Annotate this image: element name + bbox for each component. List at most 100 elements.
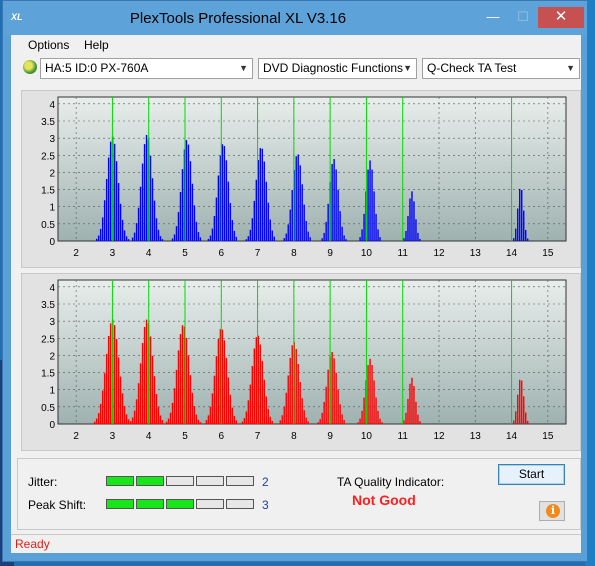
drive-select[interactable]: HA:5 ID:0 PX-760A ▼	[40, 58, 253, 79]
title-bar[interactable]: XL PlexTools Professional XL V3.16 — ☐ ✕	[3, 1, 587, 35]
bar	[133, 410, 136, 424]
bar	[519, 379, 521, 424]
bar	[219, 155, 222, 241]
bar	[125, 236, 128, 241]
bar	[413, 386, 415, 424]
bar	[187, 144, 190, 241]
bar	[173, 388, 176, 424]
x-tick-label: 7	[255, 248, 261, 259]
bar	[229, 394, 232, 424]
bar	[373, 380, 375, 424]
function-select[interactable]: DVD Diagnostic Functions ▼	[258, 58, 417, 79]
bar	[363, 397, 365, 424]
bar	[103, 373, 106, 424]
y-tick-label: 1	[49, 203, 55, 214]
bar	[291, 189, 293, 241]
bar	[517, 394, 519, 424]
bar	[291, 345, 293, 424]
bar	[255, 337, 258, 424]
land-chart: 0 0.5 1 1.5 2 2.5 3 3.5 4 2 3 4 5 6 7 8 9 10 11 12 13 14 15	[41, 96, 567, 259]
x-tick-label: 15	[542, 248, 554, 259]
land-chart-panel: 0 0.5 1 1.5 2 2.5 3 3.5 4 2 3 4 5 6 7 8 9 10 11 12 13 14 15	[21, 90, 581, 268]
bar	[217, 339, 220, 424]
bar	[359, 237, 361, 241]
bar	[417, 232, 419, 241]
bar	[295, 156, 297, 241]
y-tick-label: 4	[49, 283, 55, 294]
x-tick-label: 13	[470, 248, 482, 259]
bar	[409, 198, 411, 241]
chevron-down-icon: ▼	[403, 63, 412, 73]
bar	[335, 169, 337, 241]
bar	[335, 372, 337, 424]
bar	[341, 414, 343, 424]
bar	[297, 154, 299, 241]
bar	[381, 422, 383, 424]
y-tick-label: 2	[49, 351, 55, 362]
menu-options[interactable]: Options	[28, 38, 70, 52]
bar	[143, 144, 146, 241]
bar	[107, 335, 110, 424]
menu-bar: Options Help	[11, 35, 581, 55]
bar	[211, 393, 214, 424]
bar	[413, 201, 415, 241]
bar	[253, 348, 256, 424]
menu-help[interactable]: Help	[84, 38, 109, 52]
bar	[301, 184, 303, 241]
bar	[211, 228, 214, 241]
bar	[131, 237, 134, 241]
bar	[185, 140, 188, 241]
x-tick-label: 9	[327, 431, 333, 442]
bar	[359, 418, 361, 424]
bar	[363, 213, 365, 241]
bar	[367, 365, 369, 424]
bar	[371, 169, 373, 241]
bar	[301, 398, 303, 424]
bar	[303, 204, 305, 241]
bar	[377, 229, 379, 241]
bar	[377, 410, 379, 424]
bar	[139, 186, 142, 241]
bar	[297, 364, 299, 424]
jitter-meter-segment	[166, 476, 194, 486]
bar	[321, 412, 323, 424]
bar	[521, 380, 523, 424]
info-button[interactable]: i	[539, 501, 565, 521]
desktop-background-right	[585, 0, 595, 566]
bar	[97, 413, 100, 424]
bar	[273, 236, 275, 241]
bar	[151, 178, 154, 241]
bar	[183, 149, 186, 241]
bar	[527, 420, 529, 424]
y-tick-label: 0	[49, 420, 55, 431]
bar	[101, 217, 104, 241]
minimize-button[interactable]: —	[486, 9, 500, 24]
bar	[339, 211, 341, 241]
bar	[309, 237, 311, 241]
bar	[341, 226, 343, 241]
bar	[197, 232, 200, 241]
chevron-down-icon: ▼	[239, 63, 248, 73]
plot-area	[57, 279, 567, 425]
jitter-meter-segment	[196, 476, 224, 486]
bar	[209, 406, 212, 424]
ta-quality-result: Not Good	[352, 492, 416, 508]
bar	[233, 415, 236, 424]
bar	[137, 383, 140, 424]
bar	[143, 326, 146, 424]
bar	[225, 160, 228, 241]
test-select[interactable]: Q-Check TA Test ▼	[422, 58, 580, 79]
start-button[interactable]: Start	[498, 464, 565, 485]
bar	[333, 358, 335, 424]
bar	[157, 229, 160, 241]
y-tick-label: 1.5	[41, 369, 55, 380]
bar	[283, 238, 285, 241]
maximize-button[interactable]: ☐	[517, 9, 529, 24]
bar	[405, 412, 407, 424]
y-tick-label: 2.5	[41, 334, 55, 345]
close-button[interactable]: ✕	[538, 7, 584, 28]
bar	[233, 230, 236, 241]
bar	[177, 212, 180, 241]
bar	[243, 418, 246, 424]
bar	[251, 365, 254, 424]
